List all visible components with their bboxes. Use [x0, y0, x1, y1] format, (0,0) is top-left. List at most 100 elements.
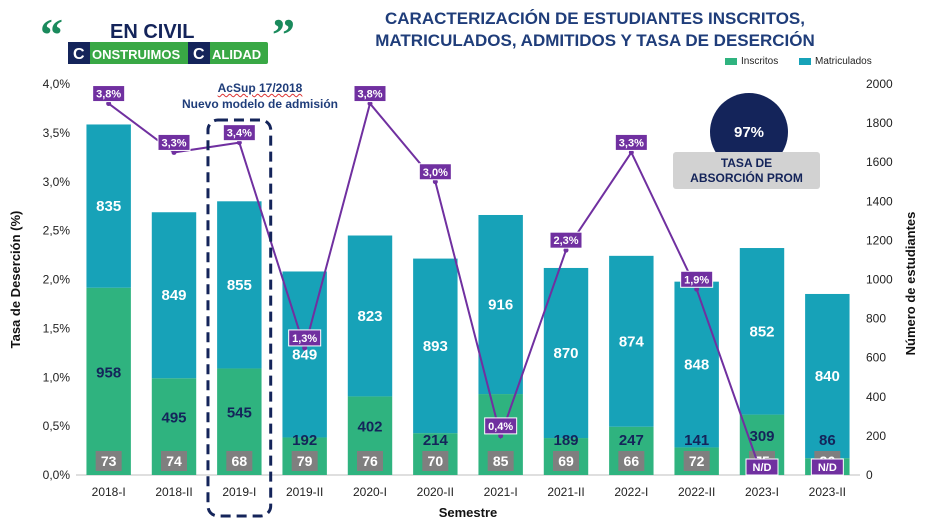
- admitidos-box: [553, 451, 579, 471]
- desertion-label-box: [157, 133, 191, 151]
- logo-open-quote: “: [40, 10, 63, 60]
- label-admitidos: 85: [493, 453, 509, 469]
- label-admitidos: 72: [689, 453, 705, 469]
- label-inscritos: 545: [227, 405, 252, 422]
- average-absorption-label-line-1: TASA DE: [720, 155, 773, 170]
- label-inscritos: 214: [423, 432, 449, 449]
- x-tick-label: 2022-I: [614, 485, 648, 499]
- bar-matriculados: [151, 212, 197, 379]
- admitidos-box: [95, 451, 122, 471]
- logo-close-quote: ”: [272, 10, 295, 60]
- y-left-axis-title: Tasa de Deserción (%): [8, 211, 23, 349]
- y-right-tick-label: 200: [866, 429, 886, 443]
- logo-line2b: ALIDAD: [212, 47, 261, 62]
- desertion-point: [432, 179, 438, 185]
- desertion-label: 1,9%: [684, 274, 709, 286]
- label-admitidos: 66: [624, 453, 640, 469]
- label-matriculados: 835: [96, 198, 121, 215]
- logo-line1: EN CIVIL: [110, 21, 194, 43]
- y-right-tick-label: 1000: [866, 273, 893, 287]
- label-inscritos: 247: [619, 432, 644, 449]
- desertion-label: 3,4%: [227, 128, 252, 140]
- desertion-rate-line-nd: [695, 288, 763, 476]
- y-left-tick-label: 3,5%: [43, 126, 71, 140]
- desertion-label-box: [549, 231, 583, 249]
- y-left-tick-label: 1,0%: [43, 370, 71, 384]
- chart-title-line-2: MATRICULADOS, ADMITIDOS Y TASA DE DESERC…: [375, 31, 815, 50]
- bar-inscritos: [86, 287, 131, 475]
- label-matriculados: 874: [619, 333, 645, 350]
- label-matriculados: 840: [815, 368, 840, 385]
- desertion-label-box: [92, 85, 126, 103]
- admitidos-box: [291, 451, 318, 471]
- label-matriculados: 870: [553, 345, 578, 362]
- legend: Inscritos Matriculados: [725, 56, 890, 68]
- desertion-label-box: [484, 417, 518, 435]
- admitidos-box: [161, 451, 187, 471]
- bar-matriculados: [217, 201, 262, 369]
- label-matriculados: 823: [357, 308, 382, 325]
- x-tick-label: 2022-II: [678, 485, 715, 499]
- desertion-label-box: [680, 270, 714, 288]
- desertion-label-box: [418, 163, 452, 181]
- desertion-label-box: [288, 329, 322, 347]
- x-tick-label: 2021-II: [547, 485, 584, 499]
- label-matriculados: 848: [684, 357, 709, 374]
- x-tick-label: 2018-II: [155, 485, 192, 499]
- admitidos-box: [683, 451, 710, 471]
- y-left-tick-label: 0,0%: [43, 468, 71, 482]
- y-right-tick-label: 1600: [866, 155, 893, 169]
- label-admitidos: 73: [101, 453, 117, 469]
- chart-title-line-1: CARACTERIZACIÓN DE ESTUDIANTES INSCRITOS…: [385, 9, 805, 28]
- desertion-point: [694, 286, 700, 292]
- annotation-line-2: Nuevo modelo de admisión: [181, 97, 339, 111]
- x-axis-title: Semestre: [439, 505, 498, 520]
- bar-matriculados: [674, 281, 719, 448]
- desertion-point: [236, 140, 242, 146]
- x-tick-label: 2020-II: [417, 485, 454, 499]
- desertion-point: [171, 149, 177, 155]
- admitidos-box: [618, 451, 645, 471]
- desertion-point: [628, 149, 634, 155]
- y-right-tick-label: 1200: [866, 233, 893, 247]
- desertion-label: 3,8%: [357, 89, 382, 101]
- x-tick-label: 2023-II: [809, 485, 846, 499]
- label-admitidos: 70: [428, 453, 444, 469]
- bar-matriculados: [413, 258, 458, 434]
- y-left-tick-label: 2,0%: [43, 273, 71, 287]
- desertion-label-box: [222, 124, 256, 142]
- x-tick-label: 2019-I: [222, 485, 256, 499]
- label-matriculados: 849: [161, 287, 186, 304]
- desertion-label-box: [745, 458, 779, 476]
- y-left-tick-label: 1,5%: [43, 321, 71, 335]
- y-right-tick-label: 1800: [866, 116, 893, 130]
- desertion-point: [302, 345, 308, 351]
- desertion-point: [498, 433, 504, 439]
- admitidos-box: [487, 451, 514, 471]
- y-left-tick-label: 3,0%: [43, 175, 71, 189]
- label-admitidos: 74: [166, 453, 182, 469]
- label-inscritos: 192: [292, 432, 317, 449]
- highlight-box-2019-I: [206, 118, 273, 518]
- bar-matriculados: [739, 248, 785, 415]
- label-inscritos: 402: [357, 419, 382, 436]
- x-tick-label: 2019-II: [286, 485, 323, 499]
- y-right-tick-label: 0: [866, 468, 873, 482]
- legend-item-matriculados: Matriculados: [799, 56, 872, 67]
- logo: “ ” EN CIVIL C ONSTRUIMOS C ALIDAD: [40, 10, 295, 64]
- legend-item-inscritos: Inscritos: [725, 56, 778, 67]
- y-right-tick-label: 600: [866, 351, 886, 365]
- label-inscritos: 309: [749, 428, 774, 445]
- desertion-label: 0,4%: [488, 421, 513, 433]
- legend-swatch-inscritos: [725, 58, 737, 65]
- legend-label-matriculados: Matriculados: [815, 56, 872, 67]
- desertion-label-box: [614, 133, 648, 151]
- label-admitidos: 68: [232, 453, 248, 469]
- label-inscritos: 958: [96, 364, 121, 381]
- desertion-label: 3,3%: [619, 137, 644, 149]
- desertion-label: 3,3%: [161, 137, 186, 149]
- y-left-tick-label: 2,5%: [43, 224, 71, 238]
- legend-swatch-matriculados: [799, 58, 812, 65]
- desertion-rate-line: [108, 101, 698, 440]
